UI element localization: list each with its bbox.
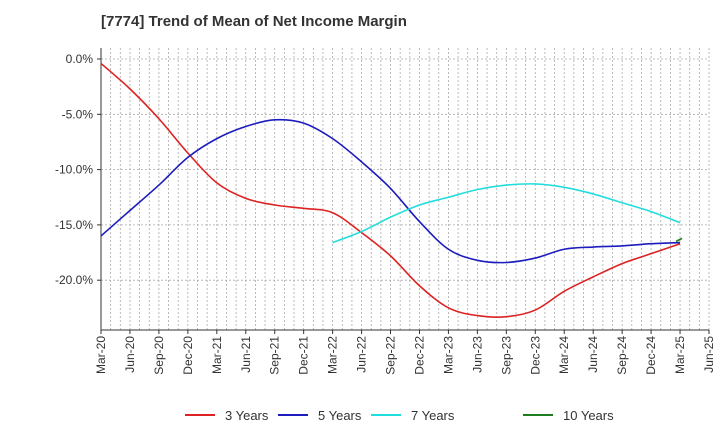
y-tick-label: -15.0% [55,218,93,232]
legend-swatch-3-years [185,414,215,416]
x-tick-label: Sep-23 [499,336,513,375]
series-line-7-years [332,183,681,244]
x-tick-label: Jun-22 [355,336,369,373]
legend-swatch-5-years [278,414,308,416]
x-tick-label: Sep-22 [384,336,398,375]
legend: 3 Years 5 Years 7 Years 10 Years [0,404,720,426]
x-tick-label: Jun-24 [586,336,600,373]
legend-item-10-years: 10 Years [523,404,614,426]
x-tick-label: Sep-20 [152,336,166,375]
x-tick-label: Mar-20 [94,336,108,374]
chart-title: [7774] Trend of Mean of Net Income Margi… [101,13,407,30]
y-tick-label: -10.0% [55,163,93,177]
x-tick-label: Dec-22 [412,336,426,375]
x-tick-label: Jun-25 [702,336,716,373]
legend-item-3-years: 3 Years [185,404,268,426]
legend-item-7-years: 7 Years [371,404,454,426]
x-tick-label: Dec-24 [644,336,658,375]
y-tick-label: -5.0% [62,107,94,121]
legend-item-5-years: 5 Years [278,404,361,426]
legend-swatch-7-years [371,414,401,416]
series-line-5-years [100,118,681,264]
x-tick-label: Jun-23 [470,336,484,373]
y-tick-label: 0.0% [66,52,94,66]
series-line-3-years [100,62,681,318]
legend-label-5-years: 5 Years [318,407,362,423]
x-tick-label: Mar-22 [326,336,340,374]
x-tick-label: Mar-21 [210,336,224,374]
legend-label-10-years: 10 Years [563,407,614,423]
legend-swatch-10-years [523,414,553,416]
x-tick-label: Jun-21 [239,336,253,373]
x-tick-label: Jun-20 [123,336,137,373]
x-tick-label: Dec-23 [528,336,542,375]
y-tick-label: -20.0% [55,273,93,287]
legend-label-3-years: 3 Years [225,407,269,423]
x-tick-label: Mar-25 [673,336,687,374]
x-tick-label: Dec-20 [181,336,195,375]
x-tick-label: Sep-24 [615,336,629,375]
x-tick-label: Mar-24 [557,336,571,374]
legend-label-7-years: 7 Years [411,407,455,423]
x-tick-label: Dec-21 [297,336,311,375]
x-tick-label: Mar-23 [441,336,455,374]
x-tick-label: Sep-21 [268,336,282,375]
series-line-10-years [675,237,683,243]
